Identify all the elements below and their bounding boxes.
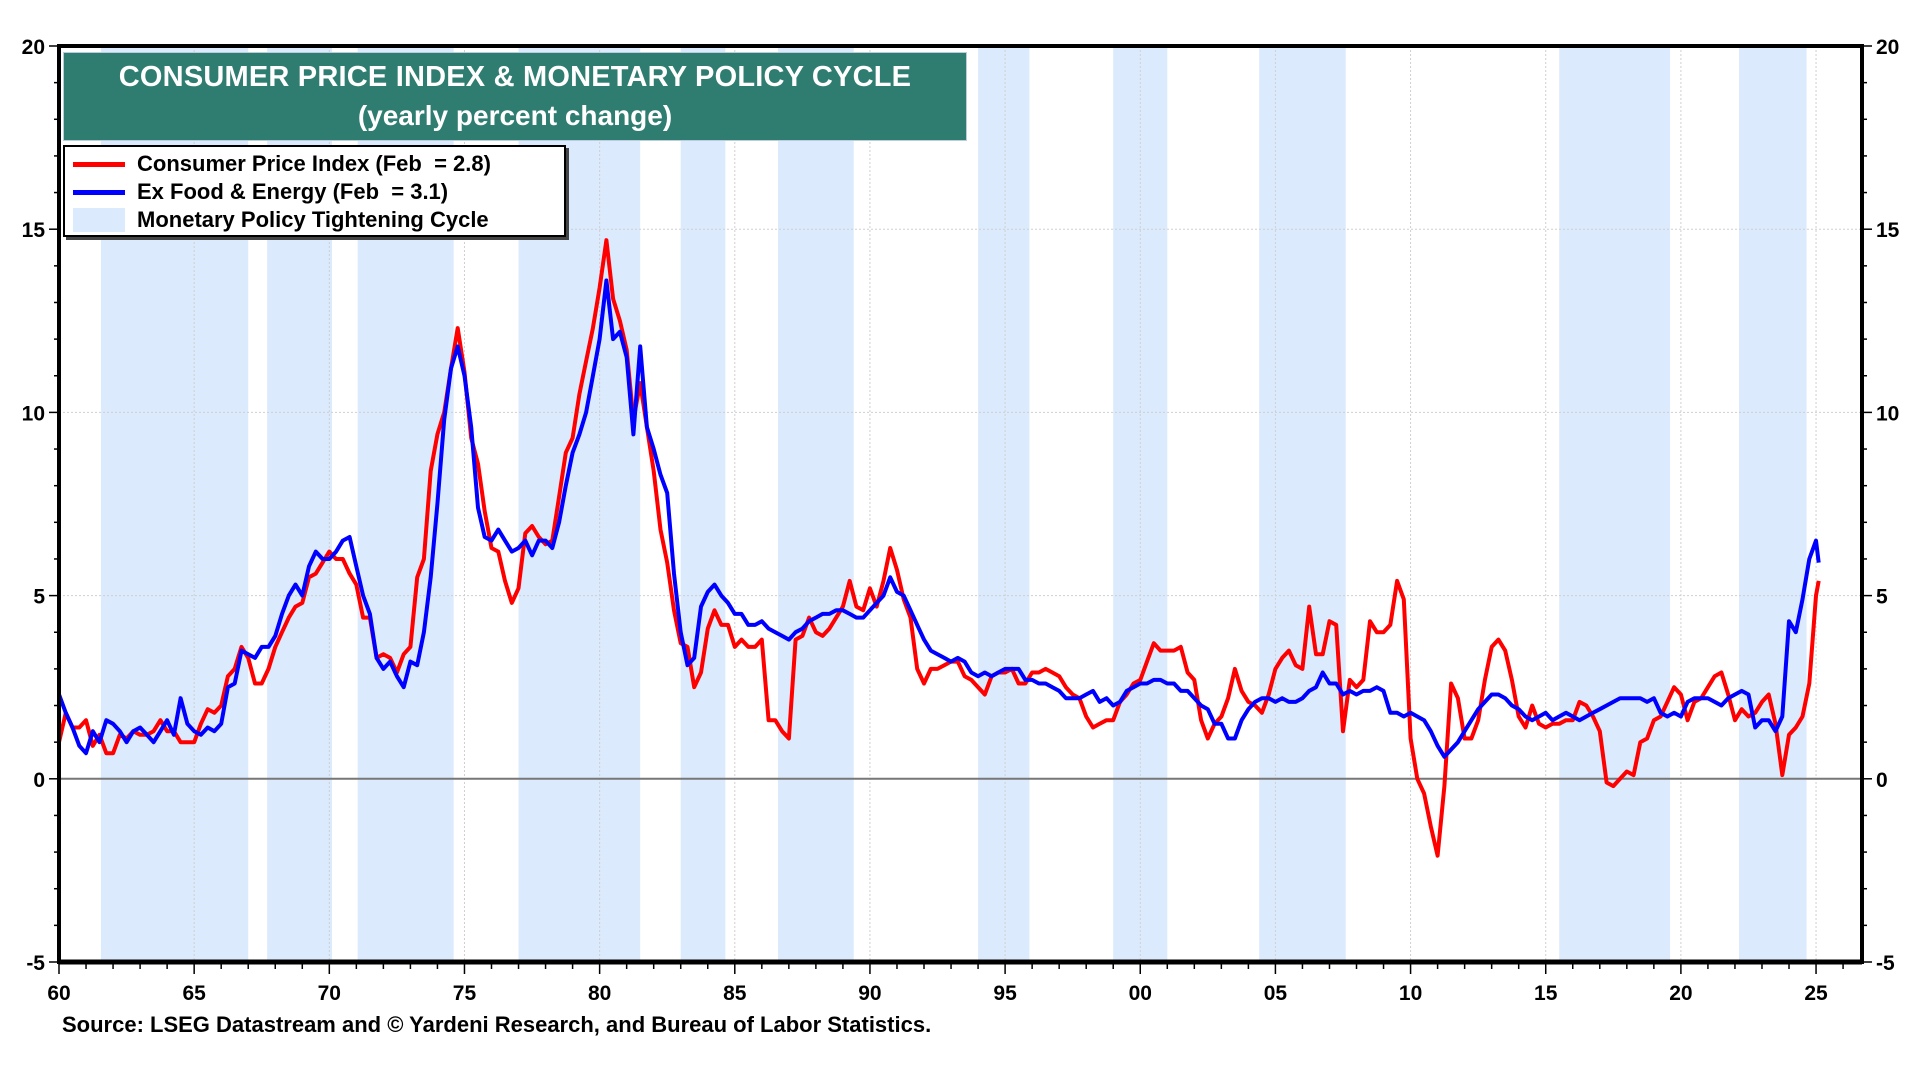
tightening-band xyxy=(778,46,854,962)
y-tick-label-left: 5 xyxy=(33,586,45,609)
y-tick-label-left: 20 xyxy=(22,36,45,59)
legend-label-core: Ex Food & Energy (Feb = 3.1) xyxy=(137,179,449,204)
y-tick-label-left: 0 xyxy=(33,769,45,792)
series-core-line xyxy=(57,278,1821,759)
legend-swatch-cpi xyxy=(73,161,125,167)
x-tick-label: 65 xyxy=(182,982,206,1005)
y-tick-label-right: 20 xyxy=(1876,36,1899,59)
y-axis-left-labels: -5 0 5 10 15 20 xyxy=(22,36,46,975)
chart-title-box: CONSUMER PRICE INDEX & MONETARY POLICY C… xyxy=(63,52,967,141)
y-tick-label-left: 15 xyxy=(22,219,46,242)
x-tick-label: 25 xyxy=(1804,982,1828,1005)
x-tick-label: 00 xyxy=(1129,982,1152,1005)
x-tick-label: 15 xyxy=(1534,982,1558,1005)
chart-subtitle: (yearly percent change) xyxy=(357,100,673,131)
x-tick-label: 95 xyxy=(993,982,1017,1005)
x-tick-label: 20 xyxy=(1669,982,1692,1005)
x-axis-labels: 60 65 70 75 80 85 90 95 00 05 10 15 20 25 xyxy=(47,982,1828,1005)
legend-label-band: Monetary Policy Tightening Cycle xyxy=(137,207,489,232)
legend-item-core: Ex Food & Energy (Feb = 3.1) xyxy=(73,178,448,206)
y-tick-label-left: -5 xyxy=(26,952,45,975)
tick-marks xyxy=(49,45,1872,974)
x-tick-label: 10 xyxy=(1399,982,1422,1005)
tightening-band xyxy=(978,46,1030,962)
y-tick-label-right: -5 xyxy=(1876,952,1895,975)
legend-label-cpi: Consumer Price Index (Feb = 2.8) xyxy=(137,151,491,176)
y-tick-label-right: 0 xyxy=(1876,769,1888,792)
axes xyxy=(57,44,1864,965)
legend-swatch-core xyxy=(73,189,125,195)
y-tick-label-right: 5 xyxy=(1876,586,1888,609)
x-tick-label: 70 xyxy=(318,982,341,1005)
legend: Consumer Price Index (Feb = 2.8) Ex Food… xyxy=(63,145,566,237)
y-tick-label-right: 10 xyxy=(1876,402,1899,425)
x-tick-label: 90 xyxy=(858,982,881,1005)
legend-item-band: Monetary Policy Tightening Cycle xyxy=(73,206,489,234)
chart-title: CONSUMER PRICE INDEX & MONETARY POLICY C… xyxy=(118,61,912,93)
x-tick-label: 80 xyxy=(588,982,611,1005)
x-tick-label: 85 xyxy=(723,982,747,1005)
x-tick-label: 60 xyxy=(47,982,70,1005)
y-tick-label-left: 10 xyxy=(22,402,45,425)
gridlines xyxy=(59,46,1862,962)
legend-swatch-band xyxy=(73,208,125,232)
x-tick-label: 05 xyxy=(1264,982,1288,1005)
source-note: Source: LSEG Datastream and © Yardeni Re… xyxy=(62,1012,932,1037)
y-tick-label-right: 15 xyxy=(1876,219,1900,242)
tightening-band xyxy=(680,46,726,962)
tightening-band xyxy=(1559,46,1671,962)
y-axis-right-labels: -5 0 5 10 15 20 xyxy=(1876,36,1900,975)
series-lines xyxy=(57,238,1821,858)
x-tick-label: 75 xyxy=(453,982,477,1005)
tightening-band xyxy=(1259,46,1346,962)
tightening-band xyxy=(1739,46,1807,962)
legend-item-cpi: Consumer Price Index (Feb = 2.8) xyxy=(73,150,491,178)
